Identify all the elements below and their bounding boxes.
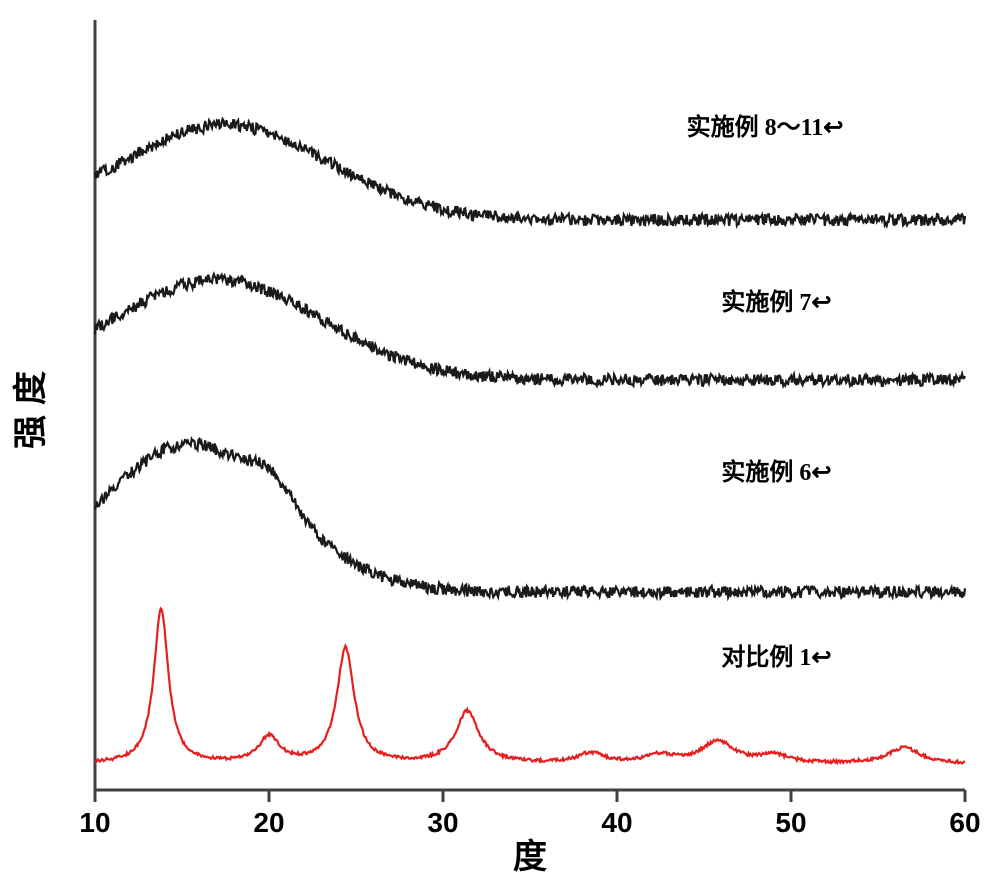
- y-axis-title: 强度: [12, 361, 50, 449]
- series-group: [95, 119, 965, 763]
- x-tick-label: 30: [427, 807, 458, 838]
- series-label: 实施例 7↩: [721, 288, 831, 316]
- series-实施例 6: [95, 439, 965, 598]
- x-tick-label: 10: [79, 807, 110, 838]
- series-对比例 1: [95, 609, 965, 764]
- chart-svg: 10 20 30 40 50 60 对比例 1↩ 实施例 6↩ 实施例 7↩ 实施例 8～11↩…: [0, 0, 1000, 879]
- x-tick-label: 40: [601, 807, 632, 838]
- series-label: 对比例 1↩: [721, 644, 831, 671]
- series-label: 实施例 6↩: [721, 458, 831, 486]
- xrd-chart: 10 20 30 40 50 60 对比例 1↩ 实施例 6↩ 实施例 7↩ 实施例 8～11↩…: [0, 0, 1000, 879]
- x-tick-label: 60: [949, 807, 980, 838]
- series-实施例 7: [95, 274, 965, 386]
- x-tick-label: 20: [253, 807, 284, 838]
- axes: 10 20 30 40 50 60: [79, 20, 980, 838]
- x-axis-title: 度: [513, 838, 547, 876]
- series-label: 实施例 8～11↩: [687, 113, 844, 141]
- x-tick-label: 50: [775, 807, 806, 838]
